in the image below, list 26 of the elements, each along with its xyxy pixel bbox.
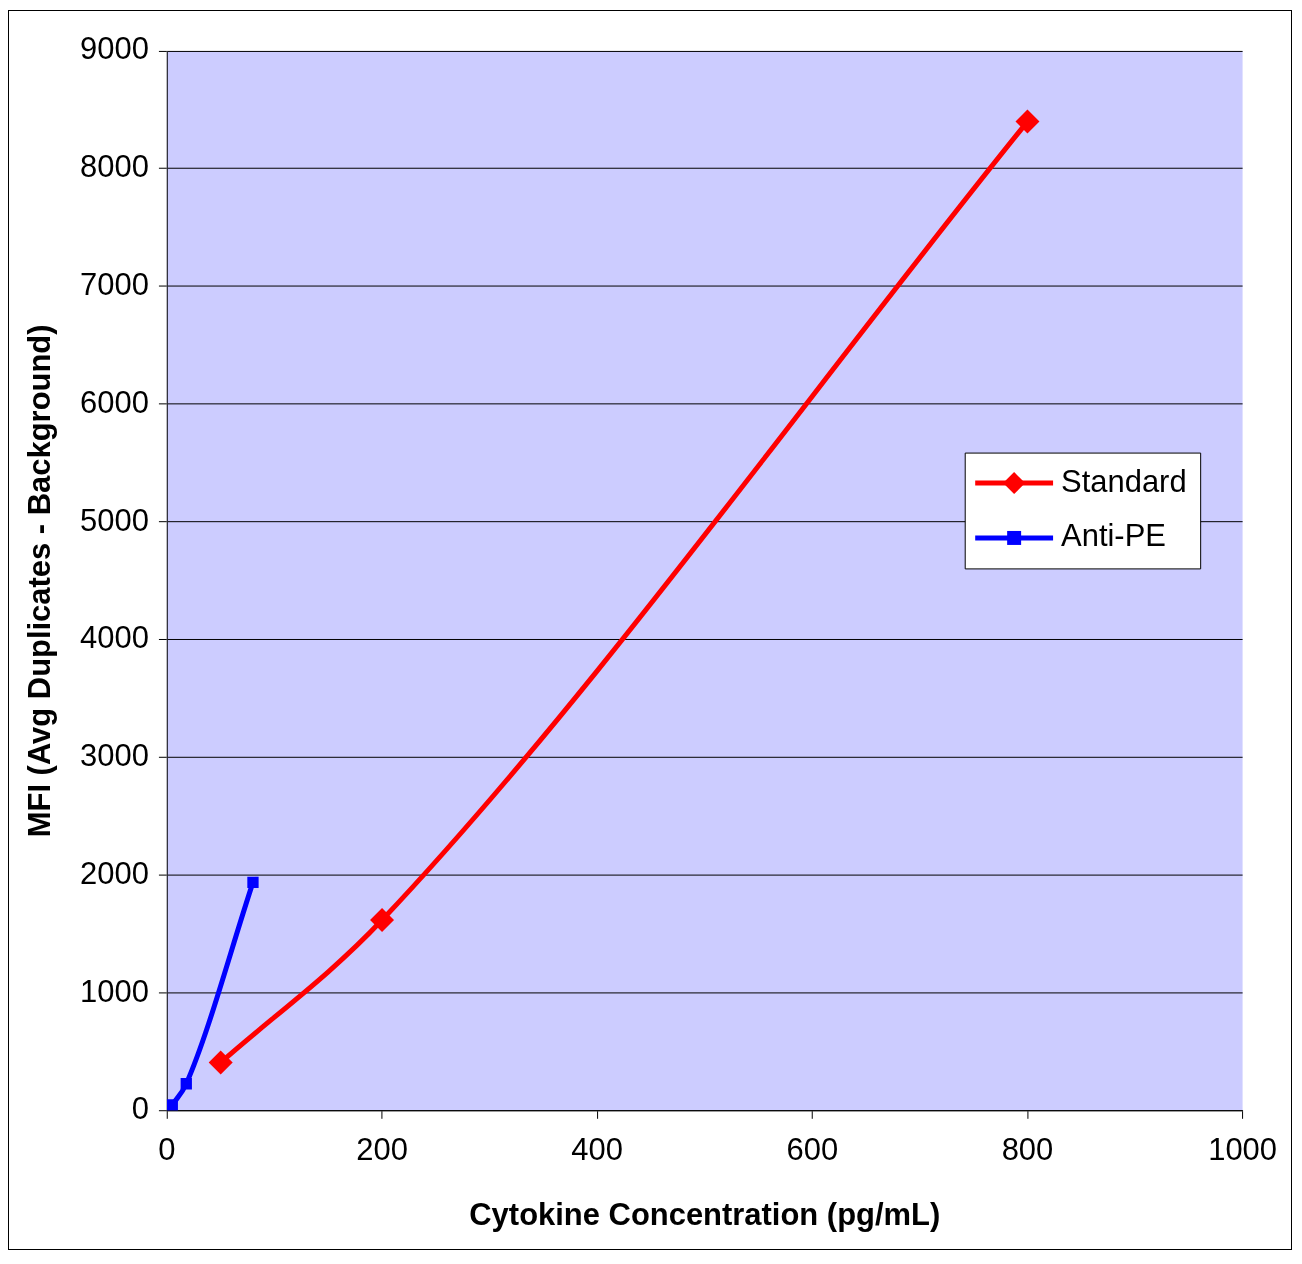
y-tick-label: 0 (131, 1091, 149, 1127)
y-tick-label: 4000 (80, 620, 149, 656)
y-tick-label: 7000 (80, 267, 149, 302)
y-tick-label: 5000 (80, 502, 149, 538)
x-tick-label: 0 (158, 1131, 176, 1167)
x-tick-label: 1000 (1208, 1131, 1278, 1167)
x-tick-label: 400 (571, 1131, 623, 1167)
y-tick-label: 1000 (80, 973, 149, 1009)
point (166, 1099, 178, 1111)
legend-label: Standard (1061, 463, 1187, 499)
point (247, 876, 259, 889)
x-axis-title: Cytokine Concentration (pg/mL) (469, 1196, 941, 1232)
x-tick-label: 200 (356, 1131, 408, 1167)
y-tick-label: 9000 (80, 31, 149, 67)
y-tick-label: 8000 (80, 149, 149, 185)
x-tick-label: 800 (1001, 1131, 1054, 1167)
y-tick-label: 2000 (80, 855, 149, 891)
legend-label: Anti-PE (1061, 518, 1166, 554)
point (180, 1078, 192, 1090)
point (1015, 109, 1040, 134)
x-tick-label: 600 (786, 1131, 839, 1167)
point (370, 908, 395, 933)
y-tick-label: 6000 (80, 384, 149, 420)
y-tick-label: 3000 (80, 738, 149, 774)
point (208, 1050, 233, 1075)
y-axis-title: MFI (Avg Duplicates - Background) (22, 324, 58, 838)
